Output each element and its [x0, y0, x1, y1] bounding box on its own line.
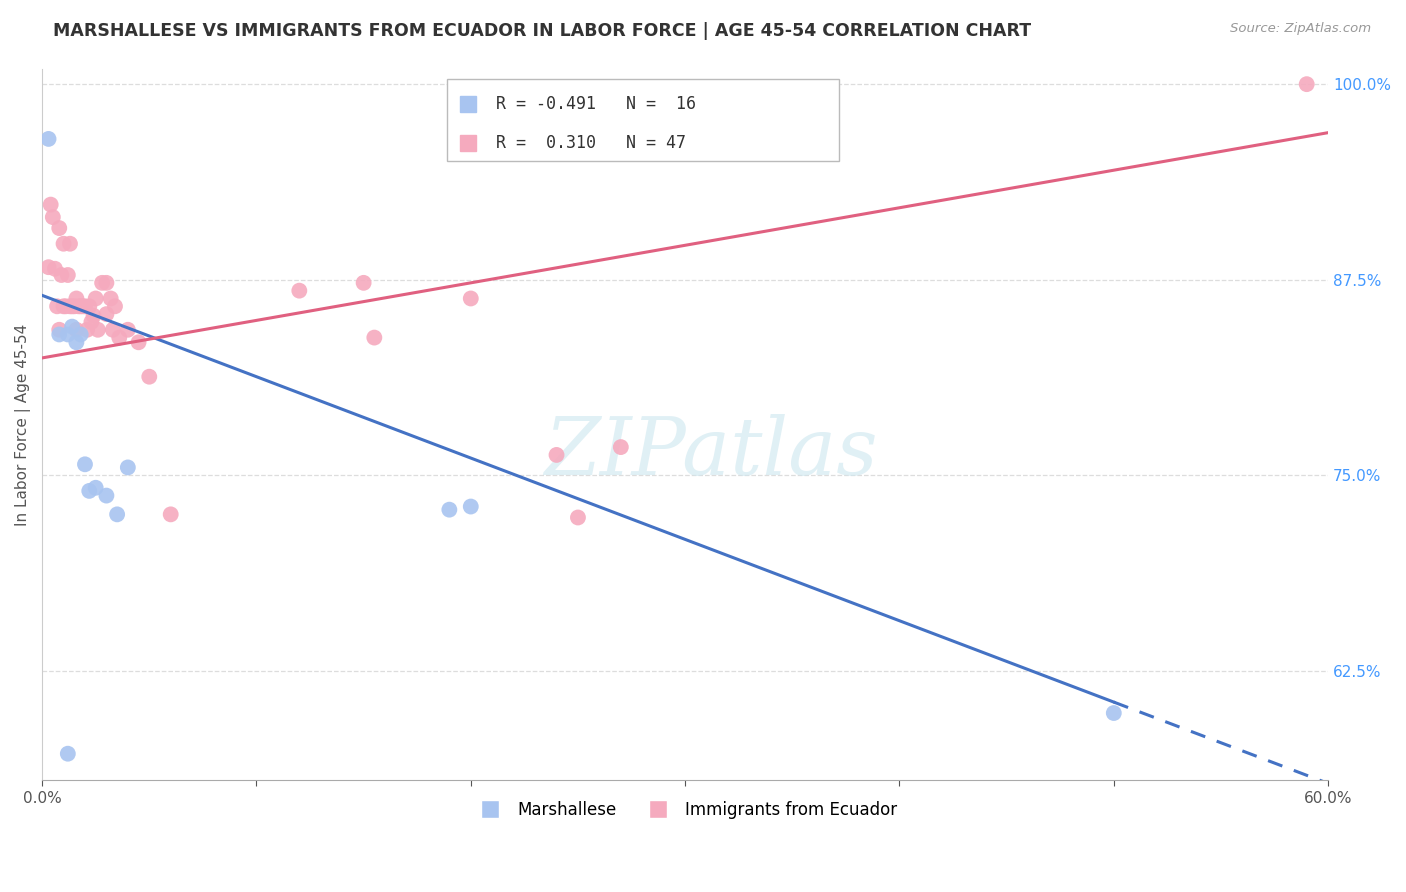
Point — [84, 292, 107, 306]
Point — [48, 327, 70, 342]
Point — [101, 323, 124, 337]
Point — [59, 236, 82, 251]
Point — [104, 299, 127, 313]
Point — [51, 268, 73, 282]
Text: ZIPatlas: ZIPatlas — [544, 414, 877, 491]
Point — [128, 335, 150, 350]
Point — [63, 299, 86, 313]
Point — [56, 268, 79, 282]
Point — [55, 299, 77, 313]
Text: R =  0.310   N = 47: R = 0.310 N = 47 — [496, 134, 686, 152]
Point — [52, 299, 75, 313]
Point — [353, 276, 375, 290]
Point — [48, 323, 70, 337]
Point — [76, 323, 98, 337]
Point — [44, 261, 66, 276]
Point — [72, 299, 94, 313]
Point — [52, 236, 75, 251]
FancyBboxPatch shape — [447, 79, 839, 161]
Point — [84, 481, 107, 495]
Text: MARSHALLESE VS IMMIGRANTS FROM ECUADOR IN LABOR FORCE | AGE 45-54 CORRELATION CH: MARSHALLESE VS IMMIGRANTS FROM ECUADOR I… — [53, 22, 1032, 40]
Point — [60, 299, 83, 313]
Point — [39, 197, 62, 211]
Point — [38, 132, 60, 146]
Point — [363, 330, 385, 344]
Point — [69, 327, 91, 342]
Point — [38, 260, 60, 275]
Point — [96, 307, 118, 321]
Point — [460, 292, 482, 306]
Point — [460, 500, 482, 514]
Point — [80, 315, 103, 329]
Point — [546, 448, 568, 462]
Point — [65, 323, 87, 337]
Point — [1295, 77, 1317, 91]
Point — [567, 510, 589, 524]
Point — [610, 440, 633, 454]
Point — [288, 284, 311, 298]
Point — [1102, 706, 1125, 720]
Legend: Marshallese, Immigrants from Ecuador: Marshallese, Immigrants from Ecuador — [467, 794, 903, 825]
Point — [87, 323, 110, 337]
Point — [59, 299, 82, 313]
Point — [46, 299, 69, 313]
Point — [67, 299, 90, 313]
Point — [69, 299, 91, 313]
Point — [117, 323, 139, 337]
Point — [91, 276, 114, 290]
Point — [65, 292, 87, 306]
Point — [117, 460, 139, 475]
Point — [96, 489, 118, 503]
Point — [56, 747, 79, 761]
Point — [96, 276, 118, 290]
Point — [100, 292, 122, 306]
Point — [105, 508, 128, 522]
Point — [73, 299, 96, 313]
Text: Source: ZipAtlas.com: Source: ZipAtlas.com — [1230, 22, 1371, 36]
Point — [42, 210, 65, 224]
Point — [83, 309, 105, 323]
Point — [56, 327, 79, 342]
Point — [439, 502, 461, 516]
Point — [48, 221, 70, 235]
Point — [77, 299, 100, 313]
Point — [108, 330, 131, 344]
Text: R = -0.491   N =  16: R = -0.491 N = 16 — [496, 95, 696, 112]
Point — [159, 508, 181, 522]
Point — [138, 369, 160, 384]
Point — [73, 458, 96, 472]
Point — [77, 483, 100, 498]
Point — [65, 335, 87, 350]
Point — [60, 319, 83, 334]
Y-axis label: In Labor Force | Age 45-54: In Labor Force | Age 45-54 — [15, 323, 31, 525]
